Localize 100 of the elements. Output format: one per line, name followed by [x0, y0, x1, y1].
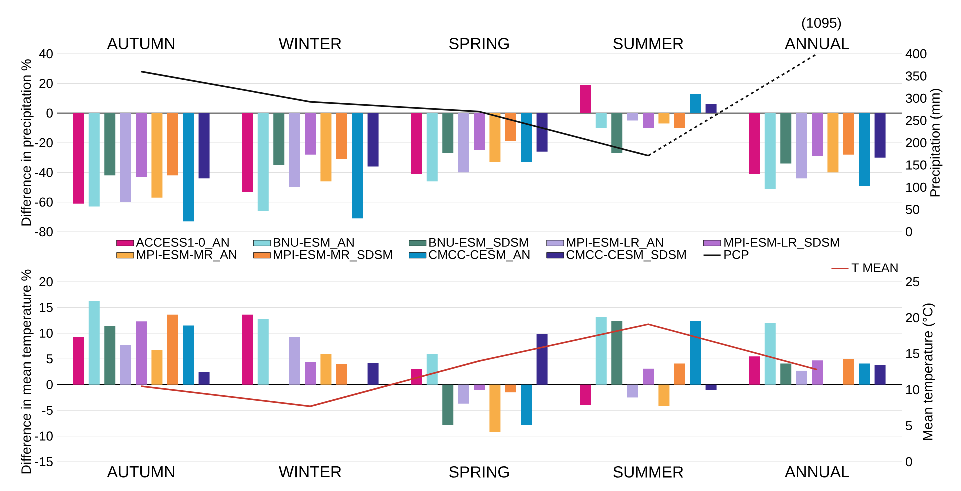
bar [612, 321, 623, 385]
bar [812, 113, 823, 156]
bar [120, 113, 132, 202]
bar [167, 113, 178, 176]
bar [458, 113, 470, 173]
text: (1095) [802, 18, 842, 31]
legend-label: ACCESS1-0_AN [136, 238, 229, 250]
y2-axis-title: Mean temperature (°C) [922, 304, 936, 440]
y-tick-label: -20 [35, 138, 53, 148]
bar [426, 113, 438, 182]
bar [812, 360, 823, 385]
bar [596, 113, 607, 128]
legend-label: BNU-ESM_AN [274, 238, 354, 250]
bar [859, 113, 870, 186]
y-axis-title: Difference in mean temperature % [21, 270, 34, 474]
legend-label: PCP [724, 250, 749, 260]
bar [336, 113, 348, 160]
bar [152, 113, 163, 198]
legend-label: T MEAN [852, 264, 898, 272]
legend-label: BNU-ESM_SDSM [430, 238, 528, 250]
bar [474, 113, 486, 150]
bar [274, 113, 285, 166]
bar [674, 113, 686, 128]
bar [490, 113, 501, 162]
bar [859, 364, 870, 385]
y2-tick-label: 5 [906, 421, 912, 431]
x-tick-label: AUTUMN [107, 38, 174, 50]
bar [258, 113, 269, 212]
bar [336, 364, 348, 385]
y-tick-label: -80 [35, 227, 53, 237]
bar [796, 370, 808, 385]
bar [706, 104, 717, 114]
bar [104, 326, 116, 385]
y2-tick-label: 150 [906, 160, 927, 170]
bar [674, 364, 686, 385]
bar [289, 113, 300, 188]
y2-tick-label: 0 [906, 227, 912, 237]
y-tick-label: 20 [40, 277, 53, 287]
y2-tick-label: 300 [906, 94, 927, 104]
bar [368, 113, 379, 167]
x-tick-label: WINTER [279, 466, 342, 478]
bar [289, 338, 300, 385]
bar [596, 317, 607, 385]
y2-tick-label: 400 [906, 49, 927, 59]
y2-tick-label: 200 [906, 138, 927, 148]
bar [198, 372, 210, 385]
legend-label: CMCC-CESM_AN [429, 250, 530, 262]
bar [320, 354, 332, 385]
bar [505, 384, 516, 393]
bar [843, 359, 854, 385]
bar [120, 345, 132, 385]
y-tick-label: 10 [40, 328, 53, 338]
y-tick-label: -10 [35, 432, 53, 441]
bar [706, 384, 717, 390]
bar [764, 323, 776, 385]
bar [242, 314, 254, 385]
bar [874, 113, 886, 158]
bar [305, 113, 316, 155]
x-tick-label: WINTER [279, 38, 342, 50]
y-tick-label: -40 [35, 168, 53, 178]
bar [368, 363, 379, 385]
bar [152, 350, 163, 385]
bar [136, 113, 148, 178]
y2-tick-label: 50 [906, 205, 920, 214]
y-tick-label: 15 [40, 303, 53, 312]
bar [474, 384, 486, 390]
y-tick-label: 5 [46, 354, 53, 364]
y-axis-title: Difference in precipitation % [21, 60, 34, 226]
bar [536, 113, 548, 152]
bar [643, 113, 654, 128]
y-tick-label: 40 [39, 49, 53, 59]
bar [426, 354, 438, 385]
y2-tick-label: 25 [906, 277, 920, 287]
bar [627, 113, 638, 121]
bar [874, 365, 886, 385]
y2-axis-title: Precipitation (mm) [930, 89, 943, 197]
legend-label: MPI-ESM-MR_SDSM [274, 250, 392, 262]
y2-tick-label: 0 [906, 457, 912, 467]
x-tick-label: SPRING [450, 466, 509, 478]
bar [411, 113, 422, 174]
line-series [140, 324, 818, 408]
bar [458, 384, 470, 404]
x-tick-label: SUMMER [614, 466, 684, 478]
bar [320, 113, 332, 182]
y2-tick-label: 250 [906, 116, 927, 126]
bar [521, 384, 532, 426]
bar [764, 113, 776, 189]
bar [258, 320, 269, 385]
bar [536, 334, 548, 385]
y2-tick-label: 10 [906, 385, 920, 395]
bar [690, 94, 702, 114]
bar [88, 302, 100, 385]
bar [780, 113, 792, 164]
bar [442, 384, 454, 426]
bar [580, 384, 592, 406]
bar [749, 113, 760, 174]
bar [73, 338, 84, 385]
bar [88, 113, 100, 207]
bar [643, 368, 654, 385]
x-tick-label: ANNUAL [785, 466, 850, 478]
